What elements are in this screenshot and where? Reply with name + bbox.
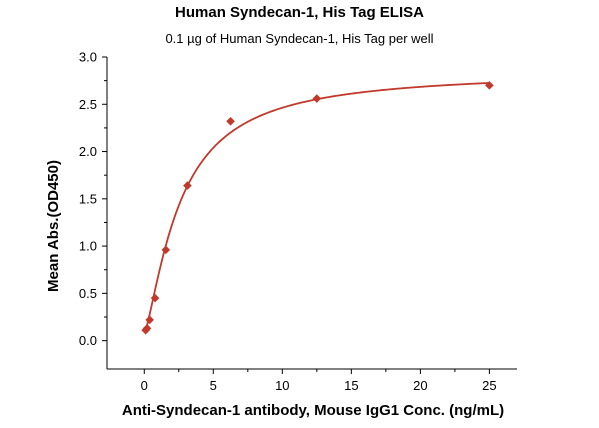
data-point xyxy=(150,293,160,303)
chart-subtitle: 0.1 µg of Human Syndecan-1, His Tag per … xyxy=(165,31,434,46)
x-tick-label: 20 xyxy=(413,378,427,393)
y-tick-label: 0.0 xyxy=(79,333,97,348)
data-point xyxy=(312,94,322,103)
x-tick-label: 25 xyxy=(482,378,496,393)
x-tick-label: 10 xyxy=(275,378,289,393)
y-tick-label: 1.5 xyxy=(79,191,97,206)
chart-title: Human Syndecan-1, His Tag ELISA xyxy=(175,4,424,21)
x-tick-label: 5 xyxy=(210,378,217,393)
data-point xyxy=(183,181,192,190)
y-tick-label: 1.0 xyxy=(79,239,97,254)
x-tick-label: 15 xyxy=(344,378,358,393)
data-point xyxy=(226,116,235,126)
data-point xyxy=(161,245,171,255)
y-tick-label: 2.0 xyxy=(79,144,97,159)
x-tick-label: 0 xyxy=(141,378,148,393)
data-point xyxy=(145,315,154,325)
y-axis-label: Mean Abs.(OD450) xyxy=(45,160,62,292)
y-tick-label: 2.5 xyxy=(79,97,97,112)
y-tick-label: 0.5 xyxy=(79,286,97,301)
data-point xyxy=(485,81,494,90)
data-point xyxy=(142,324,152,333)
y-tick-label: 3.0 xyxy=(79,50,97,65)
fit-curve xyxy=(144,82,490,333)
x-axis-label: Anti-Syndecan-1 antibody, Mouse IgG1 Con… xyxy=(122,402,504,419)
